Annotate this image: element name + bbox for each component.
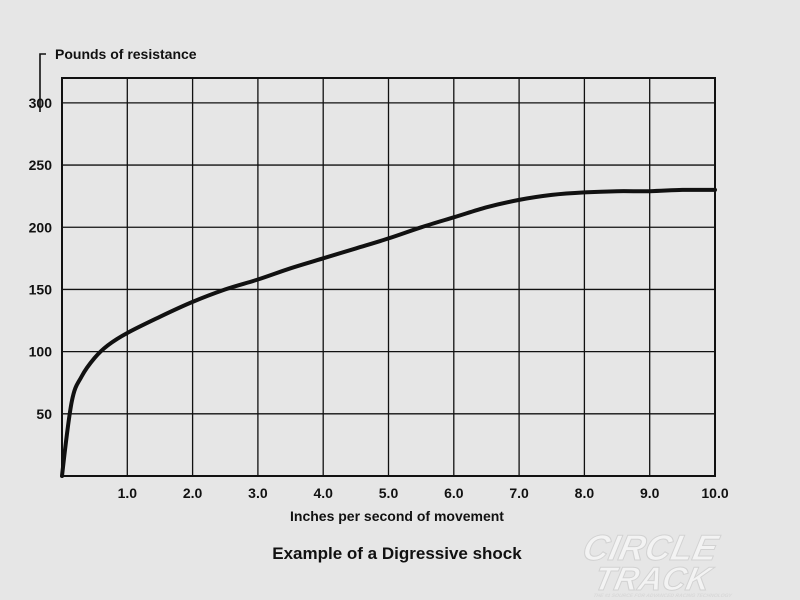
y-tick-label: 250 xyxy=(29,157,53,173)
y-axis-bracket xyxy=(39,53,46,112)
y-axis-title: Pounds of resistance xyxy=(55,46,197,62)
x-tick-label: 4.0 xyxy=(313,485,333,501)
x-tick-label: 6.0 xyxy=(444,485,464,501)
x-tick-label: 3.0 xyxy=(248,485,268,501)
y-tick-label: 300 xyxy=(29,95,53,111)
y-tick-labels: 50 100 150 200 250 300 xyxy=(29,95,53,422)
x-tick-label: 2.0 xyxy=(183,485,203,501)
logo-tagline: THE #1 SOURCE FOR ADVANCED RACING TECHNO… xyxy=(593,593,733,599)
x-tick-label: 8.0 xyxy=(575,485,595,501)
chart-title: Example of a Digressive shock xyxy=(272,544,522,563)
logo-line2: TRACK xyxy=(591,561,717,598)
x-tick-label: 1.0 xyxy=(118,485,138,501)
circle-track-logo: CIRCLE TRACK THE #1 SOURCE FOR ADVANCED … xyxy=(579,527,733,599)
x-tick-label: 7.0 xyxy=(509,485,529,501)
logo-line1: CIRCLE xyxy=(579,527,723,568)
plot-border xyxy=(61,77,716,477)
y-tick-label: 100 xyxy=(29,344,53,360)
x-axis-title: Inches per second of movement xyxy=(290,508,504,524)
series-line xyxy=(60,187,717,478)
y-tick-label: 150 xyxy=(29,281,53,297)
y-tick-label: 200 xyxy=(29,219,53,235)
x-tick-labels: 1.0 2.0 3.0 4.0 5.0 6.0 7.0 8.0 9.0 10.0 xyxy=(118,485,729,501)
x-tick-label: 5.0 xyxy=(379,485,399,501)
x-tick-label: 10.0 xyxy=(701,485,728,501)
y-tick-label: 50 xyxy=(36,406,52,422)
x-tick-label: 9.0 xyxy=(640,485,660,501)
